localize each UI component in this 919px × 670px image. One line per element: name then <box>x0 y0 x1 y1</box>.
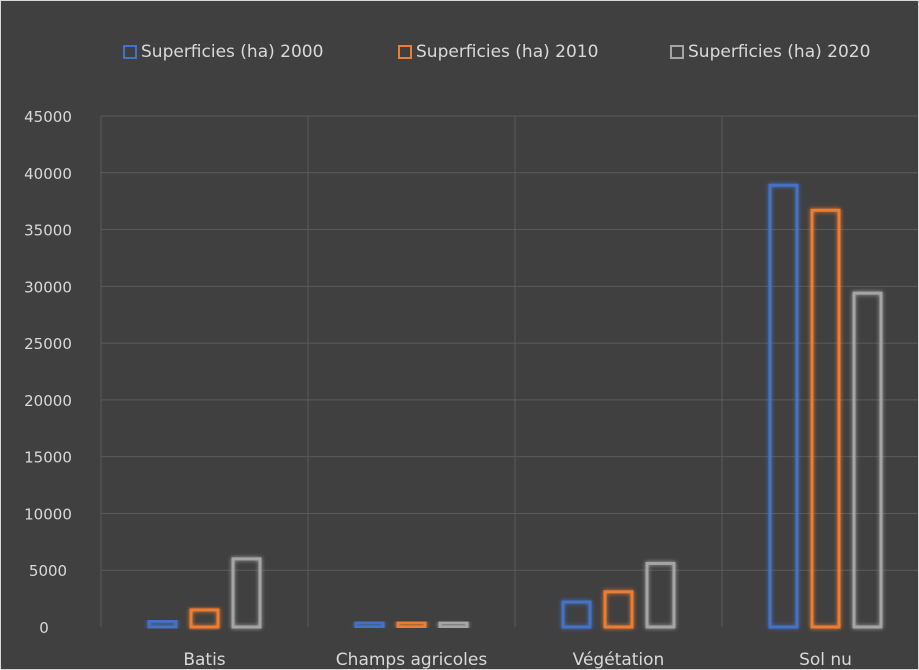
bar-2010 <box>810 208 841 629</box>
y-tick-label: 5000 <box>29 562 67 580</box>
legend: Superficies (ha) 2000 Superficies (ha) 2… <box>1 39 918 65</box>
y-tick-label: 0 <box>39 619 49 637</box>
bar-2020 <box>852 291 883 629</box>
legend-label-2020: Superficies (ha) 2020 <box>688 42 871 62</box>
bar-2020 <box>438 620 469 629</box>
legend-item-2000: Superficies (ha) 2000 <box>123 39 323 65</box>
x-tick-label: Végétation <box>573 650 665 669</box>
bar-2000 <box>354 620 385 629</box>
y-tick-label: 30000 <box>24 278 72 296</box>
bar-2010 <box>396 620 427 629</box>
y-tick-label: 45000 <box>24 108 72 126</box>
x-tick-label: Champs agricoles <box>336 650 488 669</box>
x-tick-label: Sol nu <box>799 650 852 669</box>
x-axis: Batis Champs agricoles Végétation Sol nu <box>183 650 852 669</box>
bar-2020 <box>231 557 262 629</box>
legend-swatch-2000 <box>123 45 137 59</box>
gridlines <box>100 115 918 627</box>
legend-swatch-2020 <box>670 45 684 59</box>
y-axis: 0 5000 10000 15000 20000 25000 30000 35000 40000… <box>24 108 72 637</box>
bars <box>147 183 883 629</box>
bar-2000 <box>768 183 799 629</box>
bar-2000 <box>147 619 178 629</box>
legend-item-2010: Superficies (ha) 2010 <box>398 39 598 65</box>
bar-2010 <box>189 608 220 629</box>
y-tick-label: 40000 <box>24 165 72 183</box>
y-tick-label: 20000 <box>24 392 72 410</box>
y-tick-label: 25000 <box>24 335 72 353</box>
legend-item-2020: Superficies (ha) 2020 <box>670 39 870 65</box>
x-tick-label: Batis <box>183 650 225 669</box>
y-tick-label: 10000 <box>24 505 72 523</box>
legend-label-2000: Superficies (ha) 2000 <box>141 42 324 62</box>
bar-2020 <box>645 561 676 629</box>
y-tick-label: 15000 <box>24 449 72 467</box>
bar-2000 <box>561 600 592 629</box>
bar-2010 <box>603 590 634 629</box>
legend-label-2010: Superficies (ha) 2010 <box>416 42 599 62</box>
legend-swatch-2010 <box>398 45 412 59</box>
y-tick-label: 35000 <box>24 222 72 240</box>
